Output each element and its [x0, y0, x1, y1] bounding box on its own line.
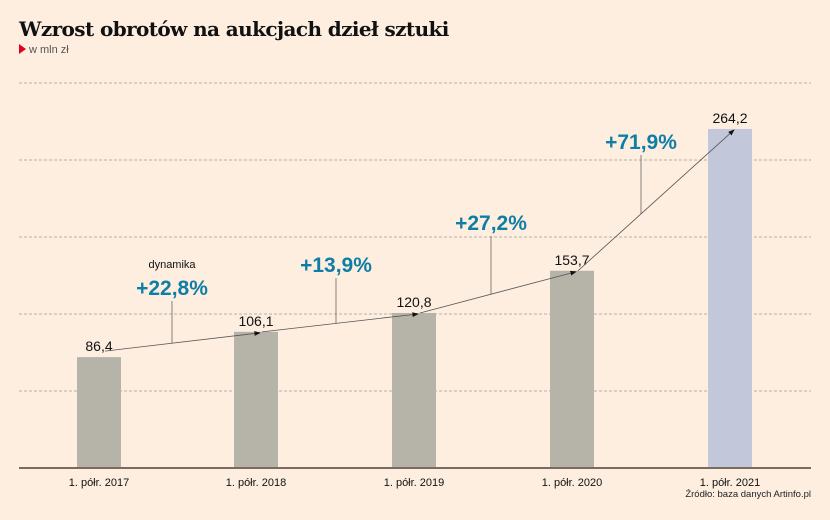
category-label: 1. półr. 2019 [384, 477, 445, 489]
value-label: 106,1 [238, 313, 273, 329]
bar [708, 128, 752, 468]
growth-label: +22,8% [136, 277, 208, 300]
unit-label: w mln zł [19, 44, 69, 56]
growth-arrow [261, 312, 419, 333]
unit-text: w mln zł [29, 44, 69, 56]
value-label: 153,7 [554, 252, 589, 268]
value-label: 120,8 [396, 294, 431, 310]
bar [392, 312, 436, 468]
growth-arrow [104, 331, 261, 352]
growth-caption: dynamika [148, 259, 196, 271]
category-label: 1. półr. 2018 [226, 477, 287, 489]
bar [77, 357, 121, 468]
category-label: 1. półr. 2017 [69, 477, 130, 489]
growth-arrow [419, 270, 577, 314]
bar [234, 331, 278, 468]
growth-arrow [577, 129, 735, 272]
source-note: Źródło: baza danych Artinfo.pl [685, 489, 811, 500]
category-label: 1. półr. 2020 [542, 477, 603, 489]
triangle-icon [19, 44, 26, 54]
bar [550, 270, 594, 468]
growth-label: +13,9% [300, 254, 372, 277]
value-label: 264,2 [712, 110, 747, 126]
value-label: 86,4 [85, 338, 112, 354]
chart-title: Wzrost obrotów na aukcjach dzieł sztuki [19, 17, 449, 41]
category-label: 1. półr. 2021 [700, 477, 761, 489]
growth-label: +27,2% [455, 212, 527, 235]
growth-label: +71,9% [605, 131, 677, 154]
